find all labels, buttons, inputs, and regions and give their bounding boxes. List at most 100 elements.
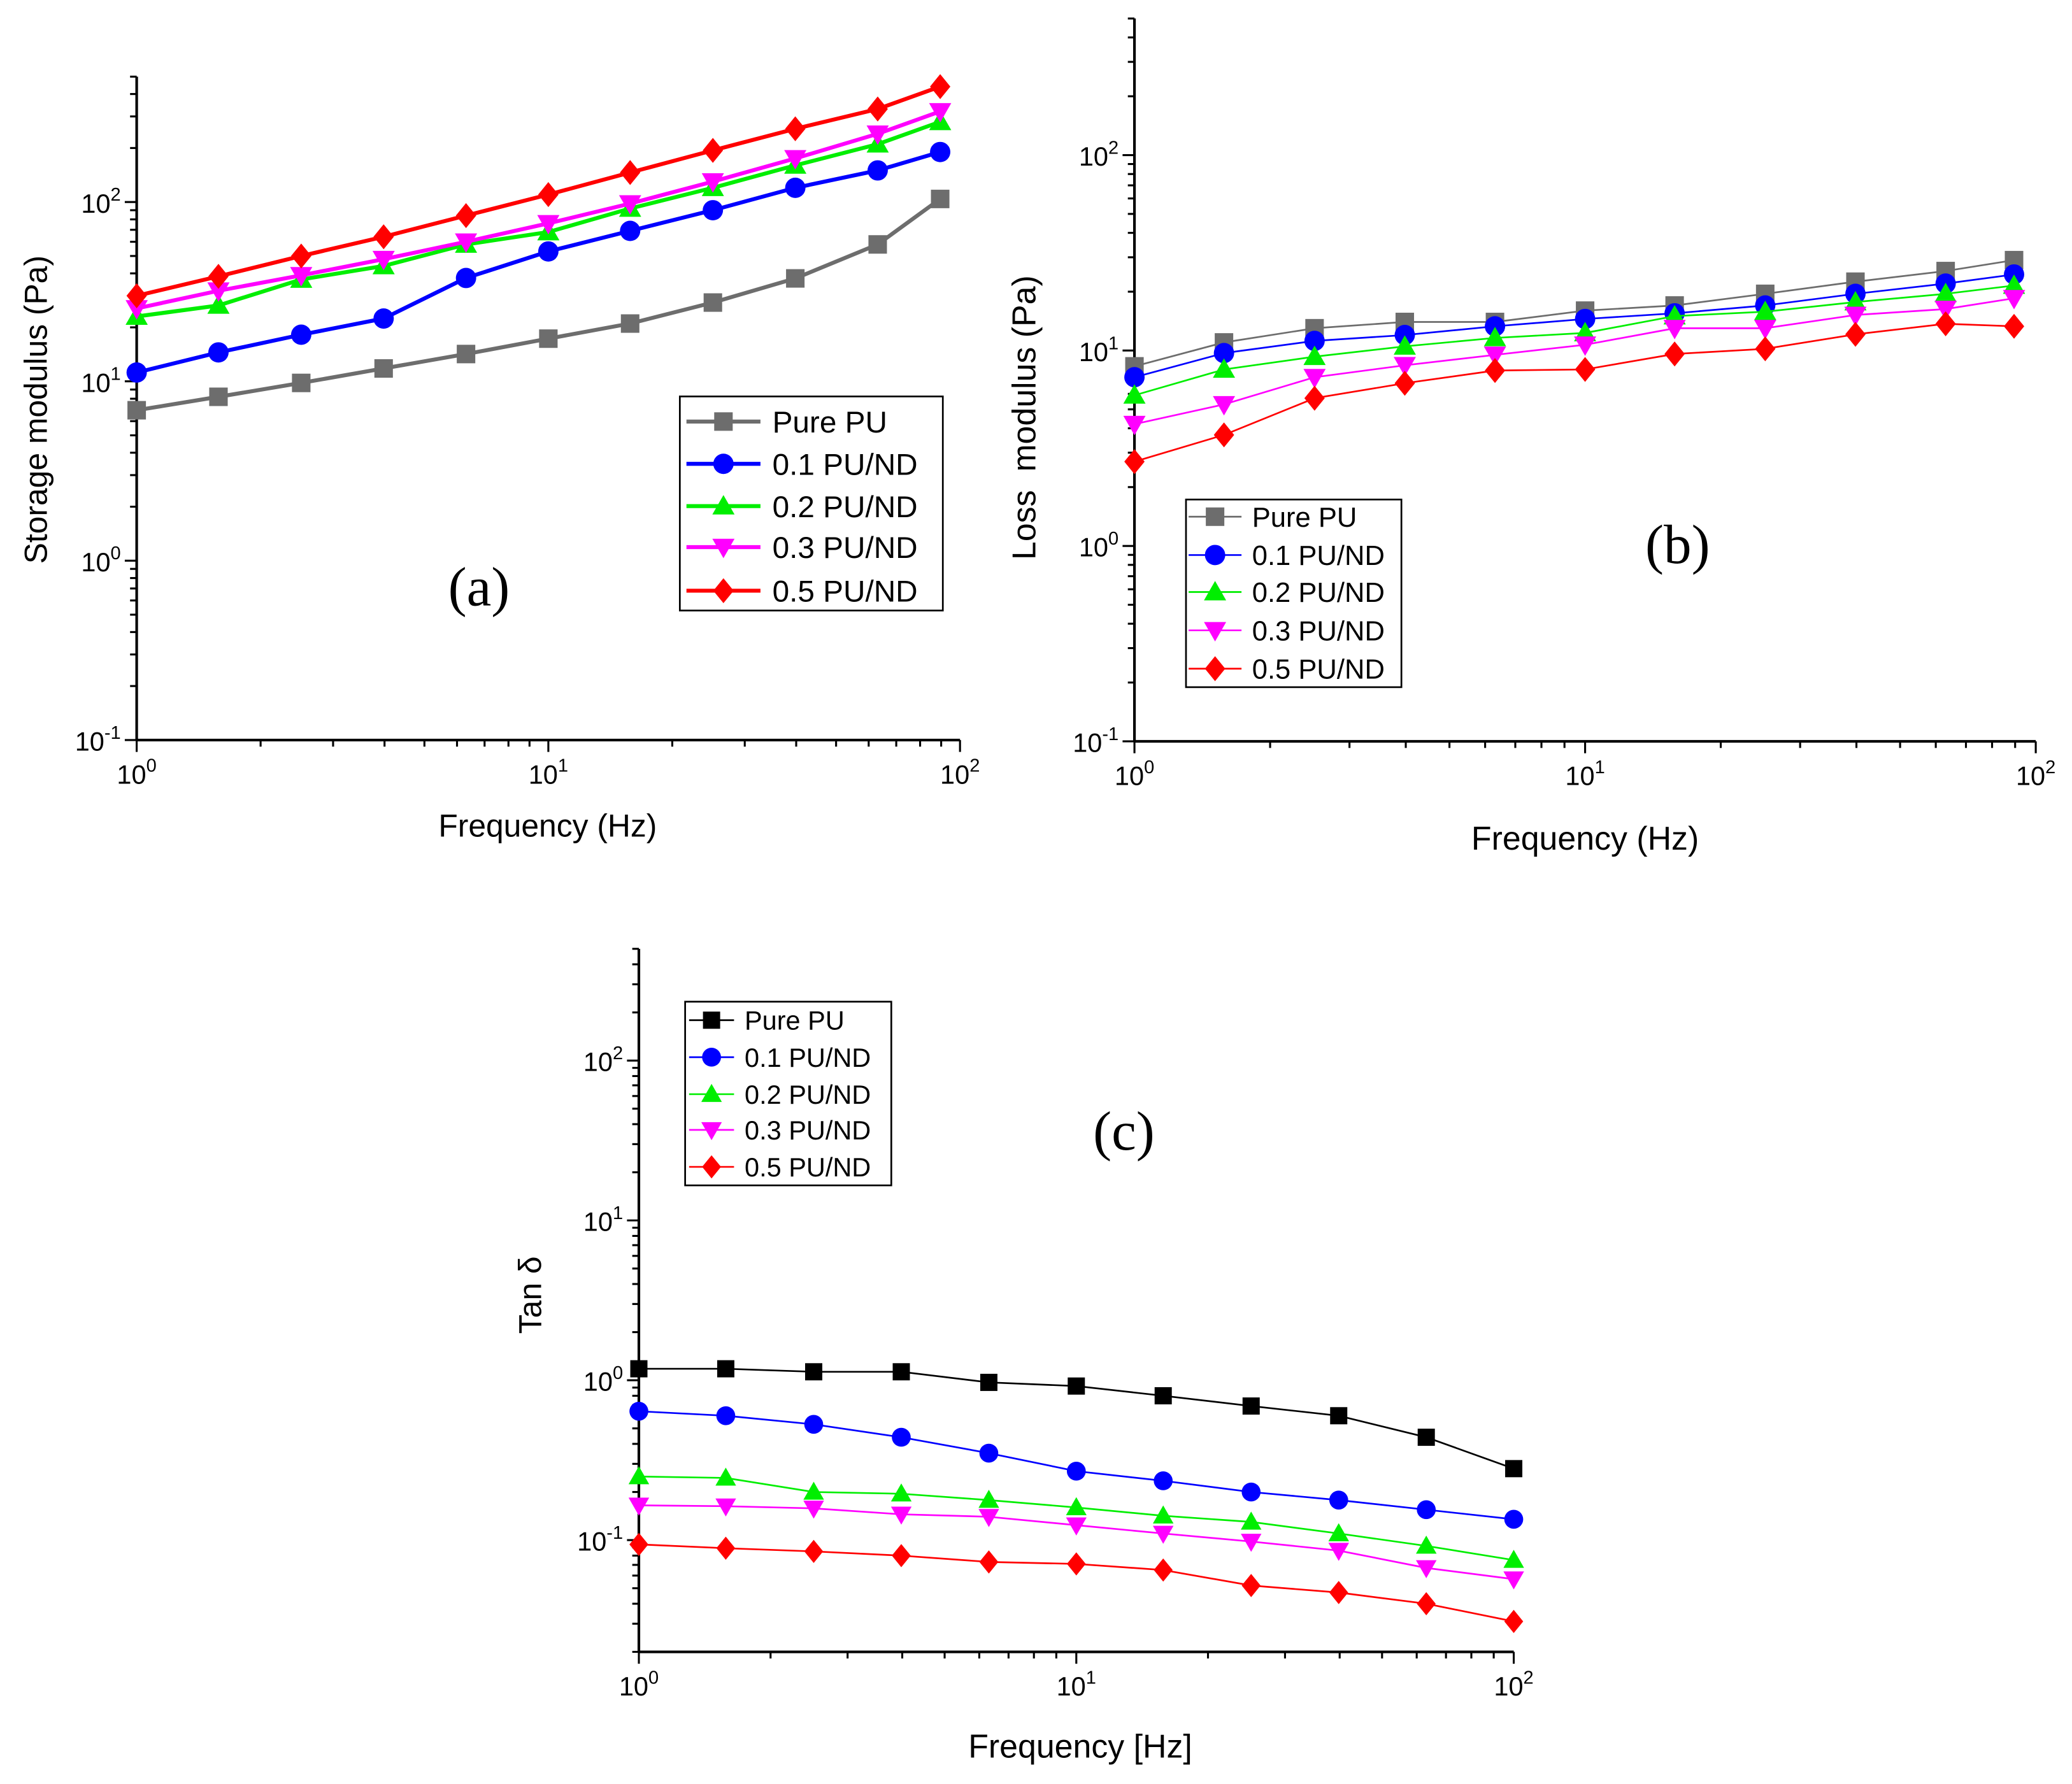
legend-item: 0.2 PU/ND xyxy=(1189,578,1385,608)
data-point xyxy=(980,1373,997,1391)
legend-item: 0.3 PU/ND xyxy=(1189,616,1385,646)
data-point xyxy=(620,220,641,241)
legend-label: 0.3 PU/ND xyxy=(1252,616,1385,646)
legend-label: 0.1 PU/ND xyxy=(773,448,918,482)
series-0 xyxy=(630,1360,1523,1478)
legend: Pure PU 0.1 PU/ND 0.2 PU/ND 0.3 PU/ND 0.5 PU… xyxy=(1185,498,1403,689)
data-point xyxy=(1328,1523,1349,1541)
data-point xyxy=(1330,1407,1348,1425)
y-tick-base: 10 xyxy=(81,368,110,397)
legend: Pure PU 0.1 PU/ND 0.2 PU/ND 0.3 PU/ND 0.5 PU… xyxy=(684,1001,892,1187)
data-point xyxy=(207,294,230,314)
data-point xyxy=(209,387,228,406)
data-point xyxy=(1755,336,1776,362)
x-axis-title: Frequency [Hz] xyxy=(968,1728,1192,1765)
data-point xyxy=(538,241,559,262)
x-tick-exponent: 1 xyxy=(1086,1667,1096,1688)
data-point xyxy=(1303,369,1326,389)
data-point xyxy=(803,1501,824,1519)
series-3 xyxy=(1123,290,2026,436)
y-tick-label: 100 xyxy=(583,1363,623,1397)
series-4 xyxy=(1124,311,2024,475)
data-point xyxy=(292,373,311,392)
y-tick-base: 10 xyxy=(1079,141,1108,171)
y-axis-title: Tan δ xyxy=(512,1256,548,1334)
x-tick-exponent: 0 xyxy=(146,756,157,776)
y-tick-exponent: 0 xyxy=(111,543,121,564)
data-point xyxy=(2003,274,2026,294)
legend-item: 0.2 PU/ND xyxy=(686,490,918,524)
data-point xyxy=(703,138,724,163)
series-line xyxy=(136,109,941,311)
x-tick-label: 102 xyxy=(940,756,980,790)
data-point xyxy=(620,314,639,333)
x-tick-label: 102 xyxy=(2016,757,2055,791)
x-tick-base: 10 xyxy=(1494,1671,1523,1701)
x-tick-exponent: 2 xyxy=(969,756,980,776)
data-point xyxy=(1213,358,1236,378)
data-point xyxy=(290,267,313,287)
data-point xyxy=(455,268,476,289)
x-tick-base: 10 xyxy=(529,759,558,789)
x-tick-base: 10 xyxy=(1565,760,1594,790)
data-point xyxy=(1154,1387,1172,1404)
data-point xyxy=(786,269,805,288)
legend-marker-triangle-up-icon xyxy=(1204,581,1227,601)
data-point xyxy=(1844,306,1867,326)
data-point xyxy=(126,283,147,308)
series-line xyxy=(1134,323,2015,463)
data-point xyxy=(1574,336,1597,356)
data-point xyxy=(208,342,229,363)
data-point xyxy=(629,1401,648,1421)
legend-label: 0.3 PU/ND xyxy=(773,531,918,565)
data-point xyxy=(373,308,394,329)
x-tick-label: 101 xyxy=(1057,1667,1096,1701)
y-tick-base: 10 xyxy=(81,189,110,218)
series-line xyxy=(1134,284,2015,396)
legend-item: 0.2 PU/ND xyxy=(689,1080,871,1110)
data-point xyxy=(1241,1511,1262,1530)
legend-marker-triangle-up-icon xyxy=(701,1083,722,1103)
legend-marker-square-icon xyxy=(714,412,733,431)
data-point xyxy=(539,329,558,348)
data-point xyxy=(1394,325,1415,346)
y-axis-title: Loss modulus (Pa) xyxy=(1005,275,1042,560)
series-1 xyxy=(629,1401,1524,1529)
data-point xyxy=(538,182,559,208)
y-tick-label: 100 xyxy=(81,543,120,577)
x-tick-label: 100 xyxy=(117,756,156,790)
data-point xyxy=(867,96,888,122)
data-point xyxy=(1241,1482,1261,1502)
data-point xyxy=(701,173,724,193)
data-point xyxy=(455,233,478,253)
y-tick-exponent: 2 xyxy=(613,1043,623,1064)
data-point xyxy=(1304,385,1325,411)
legend-label: 0.1 PU/ND xyxy=(1252,541,1385,571)
y-tick-exponent: 2 xyxy=(1108,138,1118,158)
y-tick-base: 10 xyxy=(1079,532,1108,562)
series-line xyxy=(1134,297,2015,425)
data-point xyxy=(892,1363,910,1381)
data-point xyxy=(372,250,395,271)
x-tick-base: 10 xyxy=(1057,1671,1086,1701)
series-line xyxy=(1134,273,2015,378)
x-axis-title: Frequency (Hz) xyxy=(1471,820,1699,857)
data-point xyxy=(1394,335,1416,355)
legend-item: Pure PU xyxy=(686,406,887,439)
y-tick-base: 10 xyxy=(583,1047,613,1077)
legend-label: 0.2 PU/ND xyxy=(745,1080,871,1110)
y-tick-exponent: -1 xyxy=(104,723,121,743)
data-point xyxy=(715,1467,736,1486)
data-point xyxy=(1575,357,1596,382)
legend-item: 0.5 PU/ND xyxy=(686,575,918,609)
data-point xyxy=(127,401,146,420)
y-tick-base: 10 xyxy=(1079,337,1108,367)
y-axis-title: Storage modulus (Pa) xyxy=(18,255,54,564)
y-tick-exponent: -1 xyxy=(1102,724,1118,745)
data-point xyxy=(1663,320,1686,339)
legend-item: 0.3 PU/ND xyxy=(686,531,918,565)
data-point xyxy=(374,359,393,378)
data-point xyxy=(1416,1560,1437,1578)
